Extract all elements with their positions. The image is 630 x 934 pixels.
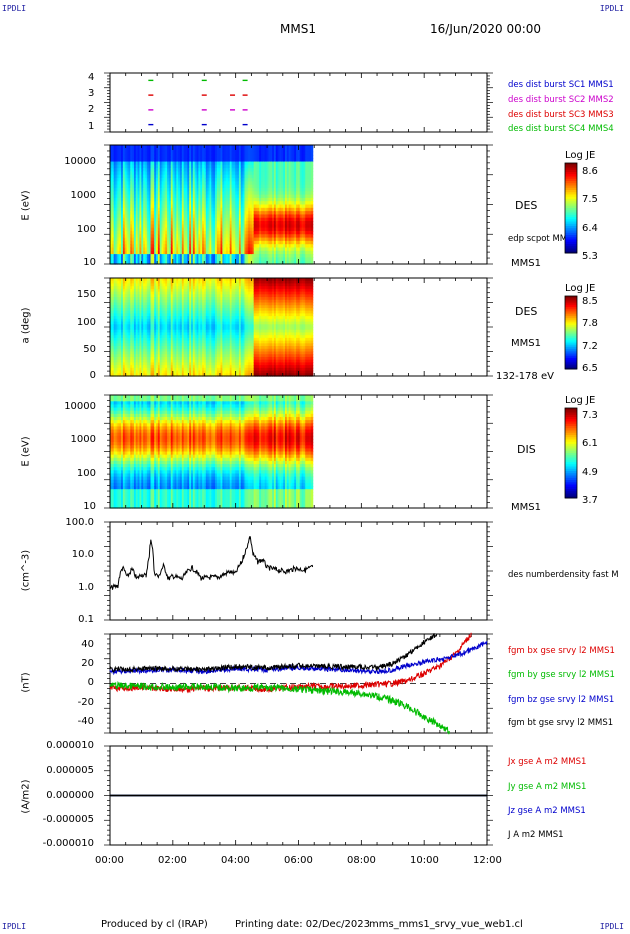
des-energy-colorbar [564, 162, 578, 254]
p5-ytick: 0.1 [78, 614, 94, 625]
des-pitch-spectrogram-cells [110, 278, 314, 377]
p7-ytick: -0.000010 [42, 838, 94, 849]
p2-spacecraft-label: MMS1 [511, 258, 541, 269]
dis-energy-colorbar [564, 407, 578, 499]
p7-legend-jx: Jx gse A m2 MMS1 [508, 757, 587, 767]
p7-ytick: 0.000000 [46, 790, 94, 801]
x-tick-label: 00:00 [95, 855, 124, 866]
date-title: 16/Jun/2020 00:00 [430, 22, 542, 36]
p2-ytick: 10000 [64, 156, 96, 167]
p7-ytick: 0.000005 [46, 765, 94, 776]
p4-spacecraft-label: MMS1 [511, 502, 541, 513]
footer-filename: mms_mms1_srvy_vue_web1.cl [369, 919, 523, 930]
by-series-line [109, 680, 450, 735]
p3-colorbar-tick: 6.5 [582, 363, 598, 374]
p3-ytick: 100 [76, 317, 96, 328]
p7-ytick: 0.000010 [46, 740, 94, 751]
density-series-line [109, 536, 314, 590]
p2-colorbar-tick: 8.6 [582, 166, 598, 177]
p2-scpot-label: edp scpot MMS1 [508, 234, 578, 244]
p2-colorbar-title: Log JE [565, 150, 596, 161]
p6-legend-bx: fgm bx gse srvy l2 MMS1 [508, 646, 615, 656]
spacecraft-title: MMS1 [280, 22, 316, 36]
p3-colorbar-tick: 7.8 [582, 318, 598, 329]
x-tick-label: 04:00 [221, 855, 250, 866]
corner-label-top-left: IPDLI [2, 4, 27, 13]
corner-label-bottom-left: IPDLI [2, 922, 27, 931]
p4-colorbar-tick: 3.7 [582, 495, 598, 506]
p2-colorbar-tick: 7.5 [582, 194, 598, 205]
p2-ytick: 10 [83, 257, 96, 268]
p3-ytick: 0 [89, 370, 96, 381]
corner-label-bottom-right: IPDLI [599, 922, 624, 931]
p5-frame [109, 521, 488, 621]
p3-ytick: 50 [83, 344, 96, 355]
p3-spacecraft-label: MMS1 [511, 338, 541, 349]
bz-series-line [109, 641, 488, 676]
p2-colorbar-tick: 5.3 [582, 251, 598, 262]
p6-legend-bt: fgm bt gse srvy l2 MMS1 [508, 718, 614, 728]
p6-legend-by: fgm by gse srvy l2 MMS1 [508, 670, 615, 680]
des-pitch-colorbar [564, 295, 578, 370]
footer-printing-date: Printing date: 02/Dec/2023 [235, 919, 371, 930]
p4-colorbar-tick: 4.9 [582, 467, 598, 478]
p1-ytick: 1 [88, 121, 95, 132]
p1-ytick: 4 [88, 72, 95, 83]
des-energy-spectrogram-cells [110, 145, 314, 265]
p3-colorbar-tick: 7.2 [582, 341, 598, 352]
x-tick-label: 02:00 [158, 855, 187, 866]
p7-ytick: -0.000005 [42, 814, 94, 825]
p1-frame [109, 72, 488, 133]
x-tick-label: 06:00 [284, 855, 313, 866]
corner-label-top-right: IPDLI [599, 4, 624, 13]
dis-energy-spectrogram-cells [110, 395, 314, 509]
p4-colorbar-tick: 6.1 [582, 438, 598, 449]
bt-series-line [109, 633, 438, 674]
x-tick-label: 12:00 [473, 855, 502, 866]
p7-legend-jy: Jy gse A m2 MMS1 [508, 782, 587, 792]
p5-legend-density: des numberdensity fast M [508, 570, 619, 580]
p3-ytick: 150 [76, 289, 96, 300]
p2-instrument-label: DES [515, 199, 538, 212]
p4-ytick: 100 [76, 468, 96, 479]
x-tick-label: 10:00 [410, 855, 439, 866]
p1-legend-sc3: des dist burst SC3 MMS3 [508, 110, 614, 120]
p5-ytick: 10.0 [71, 549, 94, 560]
p7-legend-jz: Jz gse A m2 MMS1 [508, 806, 586, 816]
p4-ytick: 10000 [64, 401, 96, 412]
p6-ytick: 20 [81, 658, 94, 669]
p6-ytick: 40 [81, 639, 94, 650]
p4-colorbar-tick: 7.3 [582, 410, 598, 421]
p3-colorbar-tick: 8.5 [582, 296, 598, 307]
p6-ytick: -20 [77, 697, 94, 708]
p4-ytick: 10 [83, 501, 96, 512]
p1-ytick: 2 [88, 104, 95, 115]
p6-ytick: -40 [77, 716, 94, 727]
p3-instrument-label: DES [515, 305, 538, 318]
p2-ytick: 100 [76, 224, 96, 235]
p6-ytick: 0 [87, 677, 94, 688]
footer-produced-by: Produced by cl (IRAP) [101, 919, 208, 930]
p2-ytick: 1000 [70, 190, 96, 201]
p4-ytick: 1000 [70, 434, 96, 445]
p1-legend-sc1: des dist burst SC1 MMS1 [508, 80, 614, 90]
p1-ytick: 3 [88, 88, 95, 99]
p3-energy-range-label: 132-178 eV [496, 371, 554, 382]
p6-legend-bz: fgm bz gse srvy l2 MMS1 [508, 695, 615, 705]
p3-colorbar-title: Log JE [565, 283, 596, 294]
p4-colorbar-title: Log JE [565, 395, 596, 406]
x-tick-label: 08:00 [347, 855, 376, 866]
p5-ytick: 1.0 [78, 582, 94, 593]
p7-legend-j: J A m2 MMS1 [508, 830, 564, 840]
p4-instrument-label: DIS [517, 443, 536, 456]
p2-colorbar-tick: 6.4 [582, 223, 598, 234]
p1-legend-sc2: des dist burst SC2 MMS2 [508, 95, 614, 105]
p5-ytick: 100.0 [65, 517, 94, 528]
p1-legend-sc4: des dist burst SC4 MMS4 [508, 124, 614, 134]
